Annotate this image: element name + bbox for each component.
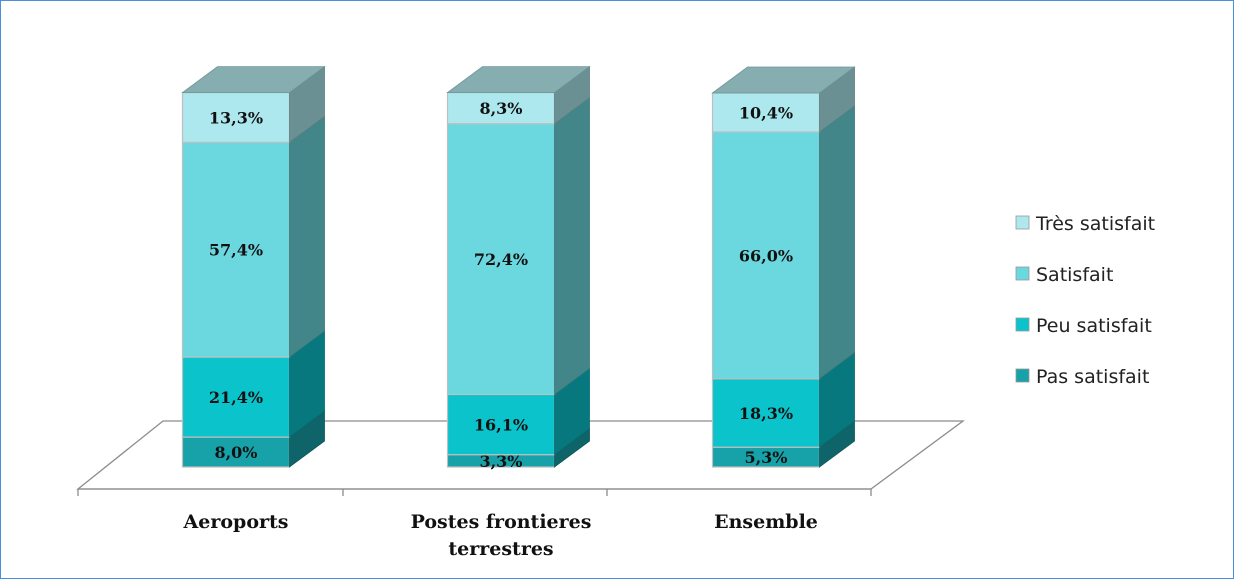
data-label-pas-satisfait-ensemble: 5,3% bbox=[744, 448, 787, 467]
legend-item-peu-satisfait: Peu satisfait bbox=[1015, 315, 1152, 337]
bar-segment-satisfait-ensemble-front bbox=[711, 131, 821, 380]
bar-segment-tres-satisfait-postes-frontieres-terrestres-top bbox=[446, 66, 591, 94]
bar-segment-peu-satisfait-aeroports bbox=[181, 330, 325, 438]
bar-segment-peu-satisfait-ensemble-front bbox=[711, 378, 821, 448]
bar-segment-satisfait-postes-frontieres-terrestres-front bbox=[446, 123, 556, 396]
data-label-peu-satisfait-ensemble: 18,3% bbox=[739, 404, 793, 423]
legend-label-pas-satisfait: Pas satisfait bbox=[1036, 366, 1149, 388]
data-label-satisfait-ensemble: 66,0% bbox=[739, 246, 793, 265]
legend-label-peu-satisfait: Peu satisfait bbox=[1036, 315, 1152, 337]
legend-item-pas-satisfait: Pas satisfait bbox=[1015, 366, 1149, 388]
data-label-tres-satisfait-ensemble: 10,4% bbox=[739, 103, 793, 122]
data-label-pas-satisfait-postes-frontieres-terrestres: 3,3% bbox=[479, 452, 522, 471]
data-label-peu-satisfait-aeroports: 21,4% bbox=[209, 388, 263, 407]
chart-bars bbox=[181, 65, 856, 468]
bar-segment-satisfait-postes-frontieres-terrestres-side bbox=[554, 96, 590, 396]
legend-swatch-satisfait bbox=[1015, 266, 1030, 281]
x-tick-label-postes-frontieres-terrestres-line-2: terrestres bbox=[448, 538, 553, 560]
bar-segment-tres-satisfait-ensemble bbox=[711, 66, 856, 133]
bar-segment-tres-satisfait-aeroports bbox=[181, 65, 326, 144]
bar-segment-pas-satisfait-ensemble bbox=[711, 420, 855, 468]
bar-segment-satisfait-ensemble bbox=[711, 105, 855, 380]
data-label-tres-satisfait-postes-frontieres-terrestres: 8,3% bbox=[479, 99, 522, 118]
legend-label-satisfait: Satisfait bbox=[1036, 264, 1113, 286]
data-label-pas-satisfait-aeroports: 8,0% bbox=[214, 443, 257, 462]
bar-segment-pas-satisfait-aeroports bbox=[181, 410, 325, 468]
data-label-peu-satisfait-postes-frontieres-terrestres: 16,1% bbox=[474, 416, 528, 435]
bar-segment-tres-satisfait-ensemble-top bbox=[711, 66, 856, 94]
chart-data-labels: 8,0% 21,4% 57,4% 13,3% 3,3% 16,1% 72,4% 8,3% 5,3… bbox=[209, 99, 793, 471]
legend-swatch-peu-satisfait bbox=[1015, 317, 1030, 332]
x-tick-label-aeroports: Aeroports bbox=[183, 511, 289, 533]
legend-item-satisfait: Satisfait bbox=[1015, 264, 1113, 286]
data-label-tres-satisfait-aeroports: 13,3% bbox=[209, 108, 263, 127]
legend-swatch-tres-satisfait bbox=[1015, 215, 1030, 230]
bar-segment-satisfait-aeroports-side bbox=[289, 115, 325, 358]
data-label-satisfait-aeroports: 57,4% bbox=[209, 241, 263, 260]
bar-segment-tres-satisfait-postes-frontieres-terrestres bbox=[446, 65, 591, 125]
bar-segment-satisfait-ensemble-side bbox=[819, 105, 855, 380]
x-tick-label-ensemble: Ensemble bbox=[714, 511, 818, 533]
x-tick-label-postes-frontieres-terrestres-line-1: Postes frontieres bbox=[411, 511, 592, 533]
bar-segment-tres-satisfait-postes-frontieres-terrestres-front bbox=[446, 92, 556, 125]
legend-swatch-pas-satisfait bbox=[1015, 368, 1030, 383]
chart-category-labels: Aeroports Postes frontieres terrestres Ense… bbox=[183, 511, 818, 560]
bar-segment-satisfait-aeroports bbox=[181, 115, 325, 358]
bar-segment-peu-satisfait-postes-frontieres-terrestres bbox=[446, 367, 590, 456]
bar-segment-pas-satisfait-postes-frontieres-terrestres bbox=[446, 427, 590, 468]
legend-item-tres-satisfait: Très satisfait bbox=[1015, 213, 1155, 235]
bar-segment-peu-satisfait-ensemble bbox=[711, 351, 855, 448]
bar-segment-satisfait-postes-frontieres-terrestres bbox=[446, 96, 590, 396]
legend-label-tres-satisfait: Très satisfait bbox=[1035, 213, 1155, 235]
bar-segment-tres-satisfait-aeroports-front bbox=[181, 92, 291, 143]
bar-segment-tres-satisfait-aeroports-top bbox=[181, 66, 326, 94]
chart-legend: Très satisfait Satisfait Peu satisfait Pas … bbox=[1015, 213, 1155, 388]
data-label-satisfait-postes-frontieres-terrestres: 72,4% bbox=[474, 250, 528, 269]
